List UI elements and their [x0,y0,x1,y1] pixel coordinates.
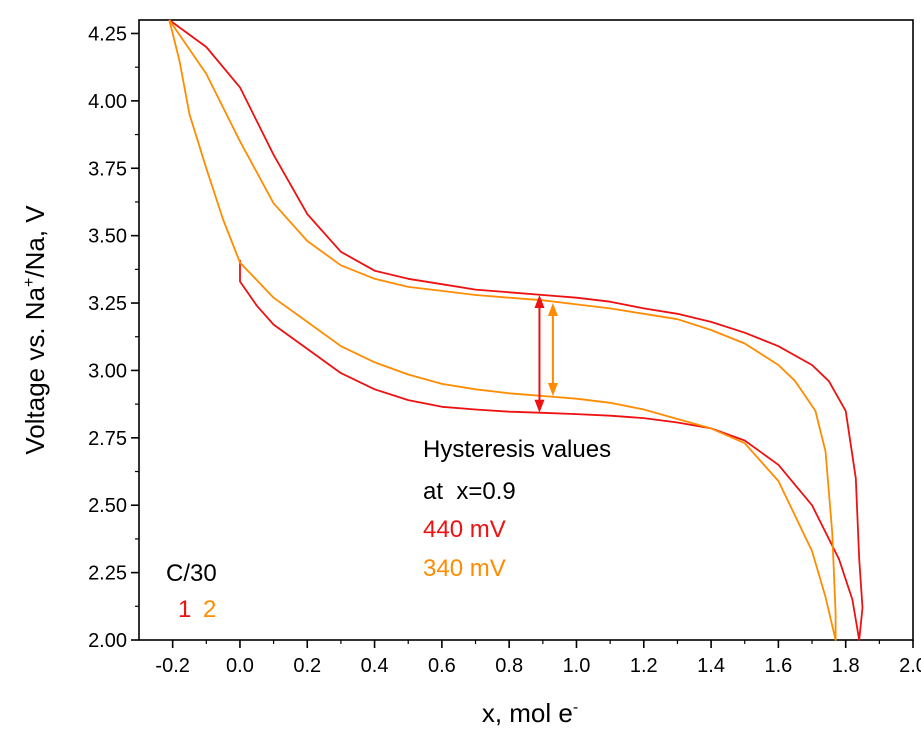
hysteresis-value-1: 440 mV [423,516,506,543]
series-layer [168,19,864,641]
arrow-head-down [547,383,558,397]
plot-frame [138,19,914,641]
series-line-2 [168,19,837,641]
y-tick-label: 3.00 [88,360,127,382]
plot-area [138,19,914,641]
x-axis-ticks: -0.2 0.0 0.2 0.4 0.6 0.8 1.0 1.2 1.4 1.6 1.8 2.0 [155,640,921,677]
hysteresis-title: Hysteresis values [423,436,611,463]
x-tick-label: 0.0 [226,655,254,677]
y-tick-label: 3.50 [88,226,127,248]
rate-label: C/30 [166,560,217,587]
x-tick-label: 0.8 [495,655,523,677]
x-axis-title-superscript: - [573,699,578,716]
x-tick-label: 0.2 [293,655,321,677]
y-tick-label: 2.00 [88,630,127,652]
hysteresis-arrow-1 [534,294,545,413]
arrow-head-up [534,294,545,308]
y-tick-label: 2.50 [88,495,127,517]
legend-cycle-1: 1 [178,596,191,623]
hysteresis-arrows [534,294,558,413]
x-tick-label: 0.6 [428,655,456,677]
x-tick-label: 0.4 [361,655,389,677]
hysteresis-position: at x=0.9 [423,478,516,505]
x-tick-label: 2.0 [899,655,921,677]
y-tick-label: 2.25 [88,563,127,585]
y-tick-label: 3.75 [88,158,127,180]
y-tick-label: 3.25 [88,293,127,315]
arrow-head-up [547,303,558,317]
legend-cycle-2: 2 [203,596,216,623]
x-tick-label: 1.8 [832,655,860,677]
series-line-1 [168,19,864,641]
x-tick-label: 1.6 [764,655,792,677]
arrow-head-down [534,399,545,413]
y-axis-ticks: 2.00 2.25 2.50 2.75 3.00 3.25 3.50 3.75 4.00 4.25 [88,23,139,652]
y-tick-label: 2.75 [88,428,127,450]
y-tick-label: 4.25 [88,23,127,45]
x-tick-label: 1.2 [630,655,658,677]
hysteresis-value-2: 340 mV [423,555,506,582]
hysteresis-arrow-2 [547,303,558,397]
x-axis-title: x, mol e- [482,698,578,728]
x-tick-label: 1.4 [697,655,725,677]
x-tick-label: 1.0 [563,655,591,677]
y-tick-label: 4.00 [88,91,127,113]
x-tick-label: -0.2 [155,655,189,677]
y-axis-title: Voltage vs. Na+/Na, V [20,205,50,455]
